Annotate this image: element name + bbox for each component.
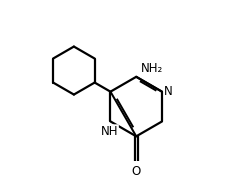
Text: NH₂: NH₂ (140, 62, 163, 75)
Text: O: O (132, 165, 141, 178)
Text: NH: NH (101, 125, 118, 138)
Text: N: N (164, 85, 173, 98)
